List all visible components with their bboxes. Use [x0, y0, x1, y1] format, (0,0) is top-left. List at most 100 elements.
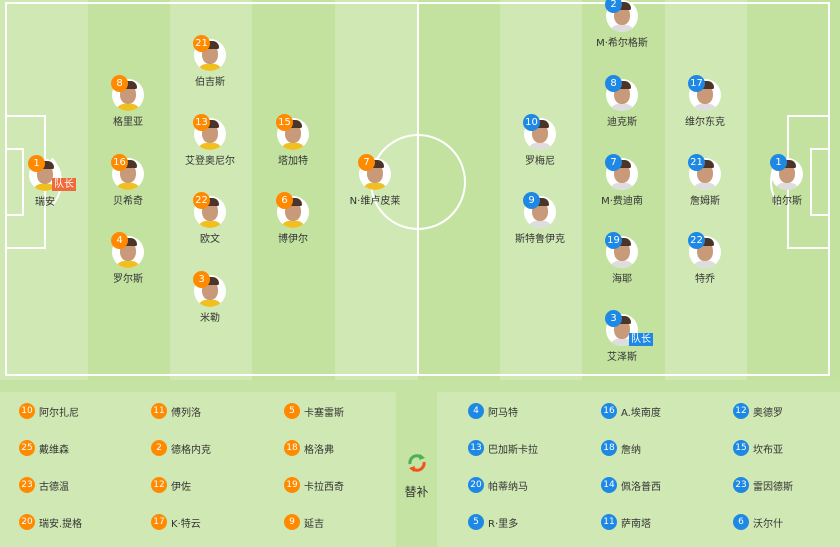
player-name: 奥德罗: [753, 407, 783, 419]
substitute-player[interactable]: 4 阿马特: [468, 403, 518, 419]
substitute-player[interactable]: 15 坎布亚: [733, 440, 783, 456]
shirt-number-badge: 15: [733, 440, 749, 456]
home-player[interactable]: 4 罗尔斯: [78, 232, 178, 285]
substitute-player[interactable]: 18 詹纳: [601, 440, 641, 456]
away-player[interactable]: 8 迪克斯: [572, 75, 672, 128]
shirt-number-badge: 17: [151, 514, 167, 530]
away-player[interactable]: 21 詹姆斯: [655, 154, 755, 207]
shirt-number-badge: 2: [605, 0, 622, 13]
player-avatar: [689, 79, 721, 111]
shirt-number-badge: 16: [111, 154, 128, 171]
substitute-player[interactable]: 16 A.埃南度: [601, 403, 661, 419]
home-player[interactable]: 21 伯吉斯: [160, 35, 260, 88]
substitute-player[interactable]: 2 德格内克: [151, 440, 211, 456]
shirt-number-badge: 16: [601, 403, 617, 419]
substitute-player[interactable]: 9 延吉: [284, 514, 324, 530]
home-player[interactable]: 6 博伊尔: [243, 192, 343, 245]
home-player[interactable]: 8 格里亚: [78, 75, 178, 128]
away-player[interactable]: 10 罗梅尼: [490, 114, 590, 167]
shirt-number-badge: 2: [151, 440, 167, 456]
substitute-player[interactable]: 19 卡拉西奇: [284, 477, 344, 493]
away-player[interactable]: 17 维尔东克: [655, 75, 755, 128]
player-name: 詹姆斯: [690, 196, 720, 207]
player-name: 伊佐: [171, 481, 191, 493]
player-name: 米勒: [200, 313, 220, 324]
pitch-stripe: [500, 0, 583, 380]
right-penalty-arc: [770, 148, 834, 216]
player-name: 瑞安.提格: [39, 518, 83, 530]
player-name: N·维卢皮莱: [349, 196, 401, 207]
substitute-player[interactable]: 5 卡塞雷斯: [284, 403, 344, 419]
shirt-number-badge: 25: [19, 440, 35, 456]
player-name: 格里亚: [113, 117, 143, 128]
shirt-number-badge: 3: [605, 310, 622, 327]
substitute-player[interactable]: 12 奥德罗: [733, 403, 783, 419]
substitute-player[interactable]: 6 沃尔什: [733, 514, 783, 530]
away-player[interactable]: 1 帕尔斯: [737, 154, 837, 207]
home-player[interactable]: 3 米勒: [160, 271, 260, 324]
shirt-number-badge: 23: [733, 477, 749, 493]
shirt-number-badge: 20: [19, 514, 35, 530]
player-name: R·里多: [488, 518, 519, 530]
shirt-number-badge: 7: [358, 154, 375, 171]
home-player[interactable]: 16 贝希奇: [78, 154, 178, 207]
away-player[interactable]: 9 斯特鲁伊克: [490, 192, 590, 245]
shirt-number-badge: 22: [193, 192, 210, 209]
substitute-player[interactable]: 5 R·里多: [468, 514, 518, 530]
shirt-number-badge: 6: [276, 192, 293, 209]
substitute-player[interactable]: 18 格洛弗: [284, 440, 334, 456]
away-player[interactable]: 22 特乔: [655, 232, 755, 285]
pitch-stripe: [665, 0, 748, 380]
player-name: 帕尔斯: [772, 196, 802, 207]
shirt-number-badge: 11: [601, 514, 617, 530]
shirt-number-badge: 9: [523, 192, 540, 209]
substitute-player[interactable]: 23 雷因德斯: [733, 477, 793, 493]
substitute-player[interactable]: 20 瑞安.提格: [19, 514, 82, 530]
shirt-number-badge: 10: [523, 114, 540, 131]
player-name: 塔加特: [278, 156, 308, 167]
shirt-number-badge: 4: [468, 403, 484, 419]
shirt-number-badge: 18: [284, 440, 300, 456]
player-name: 德格内克: [171, 444, 211, 456]
substitute-player[interactable]: 17 K·特云: [151, 514, 201, 530]
away-player[interactable]: 7 M·费迪南: [572, 154, 672, 207]
home-player[interactable]: 13 艾登奥尼尔: [160, 114, 260, 167]
shirt-number-badge: 8: [605, 75, 622, 92]
away-player[interactable]: 3 队长 艾泽斯: [572, 310, 672, 363]
shirt-number-badge: 19: [284, 477, 300, 493]
shirt-number-badge: 21: [193, 35, 210, 52]
substitute-player[interactable]: 20 帕蒂纳马: [468, 477, 528, 493]
player-name: M·费迪南: [601, 196, 643, 207]
substitute-player[interactable]: 23 古德温: [19, 477, 69, 493]
away-player[interactable]: 19 海耶: [572, 232, 672, 285]
substitute-player[interactable]: 11 萨南塔: [601, 514, 651, 530]
substitute-player[interactable]: 10 阿尔扎尼: [19, 403, 79, 419]
player-name: 坎布亚: [753, 444, 783, 456]
away-player[interactable]: 2 M·希尔格斯: [572, 0, 672, 49]
home-player[interactable]: 1 队长 瑞安: [0, 155, 95, 208]
player-name: 维尔东克: [685, 117, 725, 128]
substitute-player[interactable]: 11 傅列洛: [151, 403, 201, 419]
shirt-number-badge: 6: [733, 514, 749, 530]
player-name: 帕蒂纳马: [488, 481, 528, 493]
substitute-player[interactable]: 12 伊佐: [151, 477, 191, 493]
home-player[interactable]: 22 欧文: [160, 192, 260, 245]
substitute-player[interactable]: 25 戴维森: [19, 440, 69, 456]
substitute-player[interactable]: 13 巴加斯卡拉: [468, 440, 538, 456]
player-name: 欧文: [200, 234, 220, 245]
player-name: 阿马特: [488, 407, 518, 419]
player-name: 罗梅尼: [525, 156, 555, 167]
home-player[interactable]: 7 N·维卢皮莱: [325, 154, 425, 207]
away-bench: 4 阿马特 16 A.埃南度 12 奥德罗 13 巴加斯卡拉 18 詹纳 15 坎布亚 20 帕蒂纳马 14…: [437, 392, 840, 547]
home-player[interactable]: 15 塔加特: [243, 114, 343, 167]
player-name: 巴加斯卡拉: [488, 444, 538, 456]
shirt-number-badge: 19: [605, 232, 622, 249]
captain-badge: 队长: [52, 178, 76, 191]
shirt-number-badge: 4: [111, 232, 128, 249]
player-name: 古德温: [39, 481, 69, 493]
bench-divider: 替补: [396, 392, 437, 547]
substitute-player[interactable]: 14 佩洛普西: [601, 477, 661, 493]
player-name: M·希尔格斯: [596, 38, 648, 49]
shirt-number-badge: 7: [605, 154, 622, 171]
shirt-number-badge: 20: [468, 477, 484, 493]
